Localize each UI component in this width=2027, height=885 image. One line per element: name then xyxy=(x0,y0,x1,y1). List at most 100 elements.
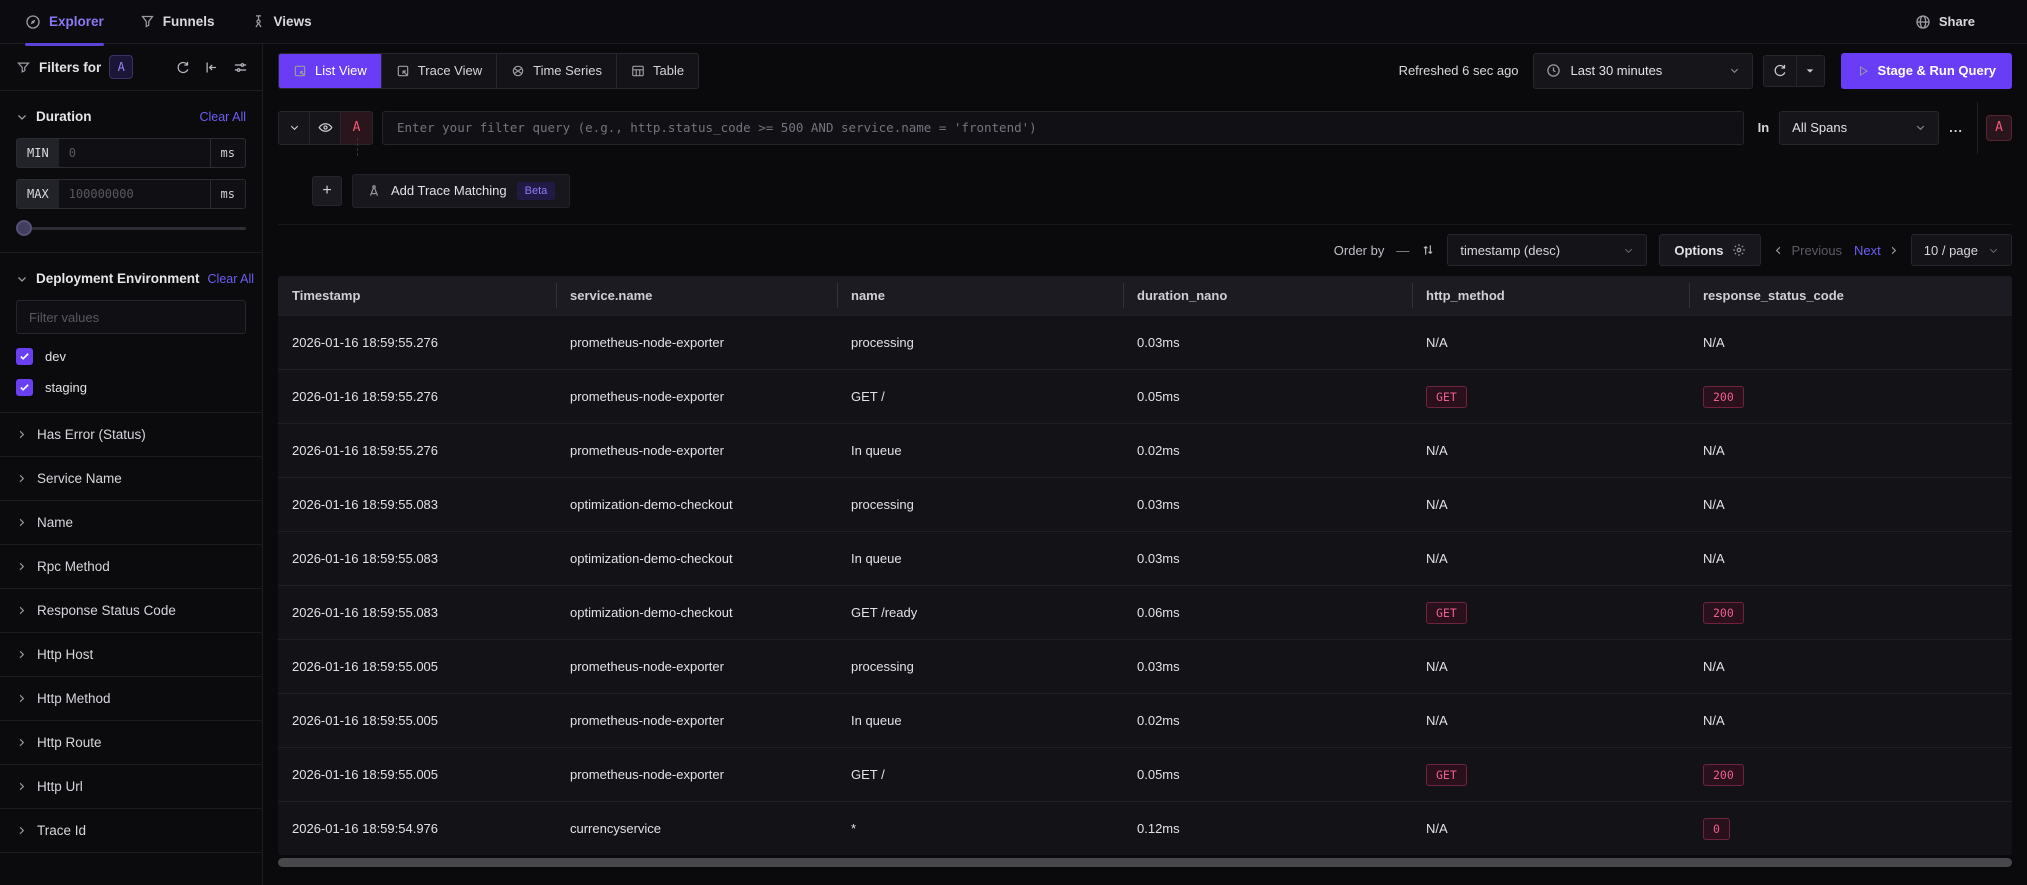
view-tabs: List View Trace View Time Series xyxy=(278,52,700,89)
sidebar-item-name[interactable]: Name xyxy=(0,500,262,544)
nav-tab-explorer[interactable]: Explorer xyxy=(25,2,104,46)
section-label: Http Method xyxy=(37,691,111,706)
slider-track[interactable] xyxy=(16,227,246,230)
tab-time-series[interactable]: Time Series xyxy=(497,53,617,88)
cell-http-method: N/A xyxy=(1426,821,1448,837)
tab-list-view[interactable]: List View xyxy=(279,53,382,88)
table-row[interactable]: 2026-01-16 18:59:55.083 optimization-dem… xyxy=(278,585,2012,639)
duration-max-input[interactable] xyxy=(58,180,210,208)
chevron-down-icon[interactable] xyxy=(16,111,28,123)
cell-status-code: 0 xyxy=(1689,802,2012,855)
cell-http-method: GET xyxy=(1412,370,1689,423)
section-label: Http Route xyxy=(37,735,102,750)
environment-clear-all[interactable]: Clear All xyxy=(207,271,255,286)
column-header-service-name[interactable]: service.name xyxy=(556,276,837,315)
table-row[interactable]: 2026-01-16 18:59:55.276 prometheus-node-… xyxy=(278,423,2012,477)
sidebar-item-http-host[interactable]: Http Host xyxy=(0,632,262,676)
sliders-icon[interactable] xyxy=(233,60,248,75)
sidebar-item-has-error[interactable]: Has Error (Status) xyxy=(0,412,262,456)
duration-clear-all[interactable]: Clear All xyxy=(199,109,246,124)
previous-page-button[interactable]: Previous xyxy=(1773,243,1842,258)
cell-name: processing xyxy=(851,335,914,351)
slider-thumb[interactable] xyxy=(16,220,32,236)
sidebar-item-http-url[interactable]: Http Url xyxy=(0,764,262,808)
horizontal-scrollbar[interactable] xyxy=(278,858,2012,868)
nav-tab-funnels[interactable]: Funnels xyxy=(140,2,215,41)
min-label: MIN xyxy=(17,139,59,167)
env-option-staging[interactable]: staging xyxy=(16,379,246,396)
environment-filter-input[interactable] xyxy=(16,300,246,334)
compass-icon xyxy=(25,14,41,30)
cell-duration: 0.03ms xyxy=(1137,335,1180,351)
table-row[interactable]: 2026-01-16 18:59:55.005 prometheus-node-… xyxy=(278,693,2012,747)
eye-icon[interactable] xyxy=(310,111,341,144)
query-letter-badge[interactable]: A xyxy=(341,111,372,144)
refresh-options-button[interactable] xyxy=(1796,54,1825,87)
sidebar-item-service-name[interactable]: Service Name xyxy=(0,456,262,500)
chevron-right-icon xyxy=(16,605,27,616)
add-trace-matching-button[interactable]: Add Trace Matching Beta xyxy=(352,173,571,208)
column-header-name[interactable]: name xyxy=(837,276,1123,315)
query-rail-badge[interactable]: A xyxy=(1986,114,2012,141)
sync-icon[interactable] xyxy=(175,60,190,75)
filters-title: Filters for xyxy=(39,59,102,75)
column-header-response-status-code[interactable]: response_status_code xyxy=(1689,276,2012,315)
table-row[interactable]: 2026-01-16 18:59:55.276 prometheus-node-… xyxy=(278,315,2012,369)
add-query-button[interactable]: + xyxy=(312,175,342,206)
chevron-right-icon xyxy=(16,781,27,792)
filter-query-input[interactable] xyxy=(382,110,1744,145)
cell-name: In queue xyxy=(851,713,902,729)
sidebar-item-trace-id[interactable]: Trace Id xyxy=(0,808,262,853)
refresh-button[interactable] xyxy=(1762,54,1797,87)
column-header-timestamp[interactable]: Timestamp xyxy=(292,288,361,304)
nav-tab-label: Explorer xyxy=(49,14,104,29)
section-label: Http Url xyxy=(37,779,83,794)
column-header-http-method[interactable]: http_method xyxy=(1412,276,1689,315)
section-label: Trace Id xyxy=(37,823,87,838)
sidebar-item-http-method[interactable]: Http Method xyxy=(0,676,262,720)
chevron-down-icon[interactable] xyxy=(16,273,28,285)
bottom-gap xyxy=(278,867,2012,885)
cell-http-method: N/A xyxy=(1426,713,1448,729)
duration-slider xyxy=(16,220,246,236)
column-header-duration-nano[interactable]: duration_nano xyxy=(1123,276,1412,315)
query-connector-line xyxy=(357,137,358,156)
page-size-select[interactable]: 10 / page xyxy=(1910,234,2012,267)
table-row[interactable]: 2026-01-16 18:59:55.083 optimization-dem… xyxy=(278,477,2012,531)
checkbox-checked-icon[interactable] xyxy=(16,379,33,396)
collapse-query-button[interactable] xyxy=(279,111,310,144)
span-scope-select[interactable]: All Spans xyxy=(1779,110,1940,145)
table-row[interactable]: 2026-01-16 18:59:55.005 prometheus-node-… xyxy=(278,639,2012,693)
filters-query-badge[interactable]: A xyxy=(109,55,134,79)
options-button[interactable]: Options xyxy=(1659,234,1762,267)
table-row[interactable]: 2026-01-16 18:59:54.976 currencyservice … xyxy=(278,801,2012,855)
next-page-button[interactable]: Next xyxy=(1854,243,1899,258)
tab-trace-view[interactable]: Trace View xyxy=(382,53,498,88)
env-option-dev[interactable]: dev xyxy=(16,348,246,365)
table-row[interactable]: 2026-01-16 18:59:55.276 prometheus-node-… xyxy=(278,369,2012,423)
table-row[interactable]: 2026-01-16 18:59:55.005 prometheus-node-… xyxy=(278,747,2012,801)
cell-name: processing xyxy=(851,659,914,675)
nav-tab-views[interactable]: Views xyxy=(251,2,312,41)
order-by-select[interactable]: timestamp (desc) xyxy=(1447,234,1648,267)
table-row[interactable]: 2026-01-16 18:59:55.083 optimization-dem… xyxy=(278,531,2012,585)
sidebar-item-http-route[interactable]: Http Route xyxy=(0,720,262,764)
duration-min-input[interactable] xyxy=(58,139,210,167)
collapse-left-icon[interactable] xyxy=(204,60,219,75)
stage-run-query-button[interactable]: Stage & Run Query xyxy=(1840,52,2012,89)
chevron-right-icon xyxy=(16,693,27,704)
checkbox-checked-icon[interactable] xyxy=(16,348,33,365)
sidebar-item-response-status-code[interactable]: Response Status Code xyxy=(0,588,262,632)
share-button[interactable]: Share xyxy=(1915,14,1975,30)
tab-table[interactable]: Table xyxy=(617,54,698,88)
time-series-icon xyxy=(511,64,525,78)
cell-http-method: GET xyxy=(1412,586,1689,639)
sidebar-item-rpc-method[interactable]: Rpc Method xyxy=(0,544,262,588)
section-label: Http Host xyxy=(37,647,94,662)
more-options-button[interactable]: ... xyxy=(1949,120,1963,136)
sort-icon[interactable] xyxy=(1421,243,1435,257)
cell-timestamp: 2026-01-16 18:59:54.976 xyxy=(292,821,439,837)
duration-title: Duration xyxy=(36,109,92,124)
time-range-select[interactable]: Last 30 minutes xyxy=(1532,52,1753,89)
list-controls: Order by — timestamp (desc) Options xyxy=(278,225,2012,277)
